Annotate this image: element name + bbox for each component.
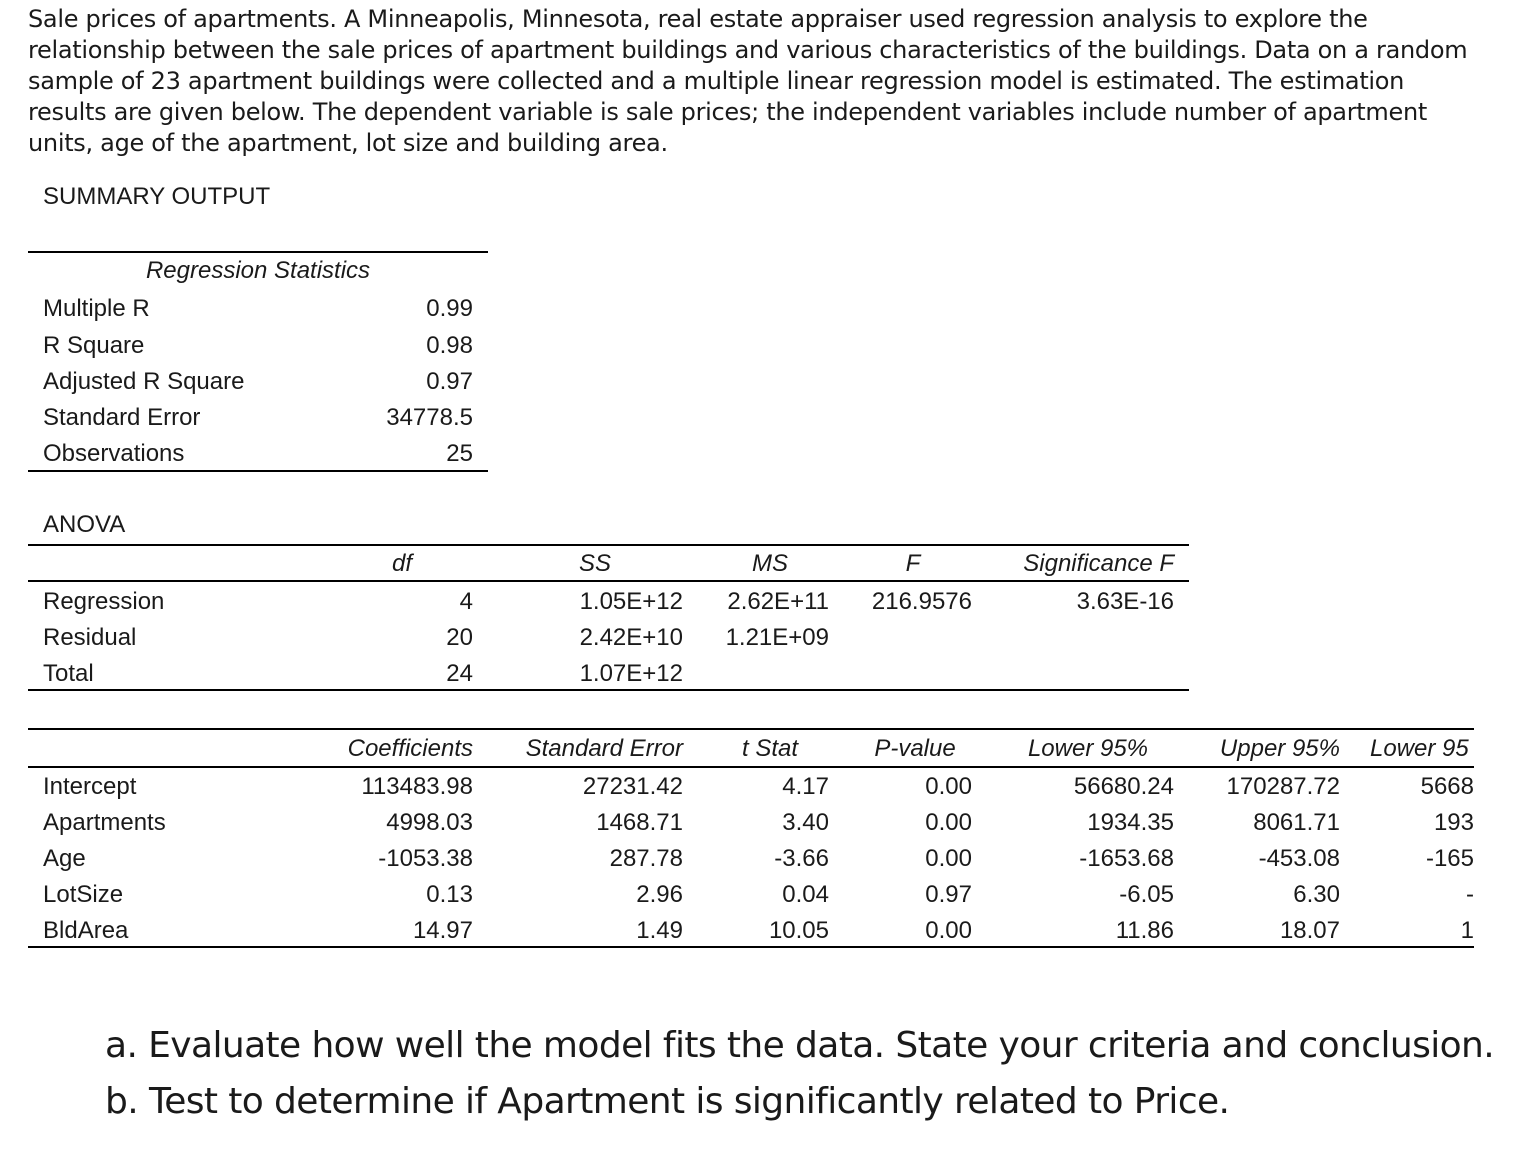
table-rule [28, 728, 1474, 730]
coef-value: 4.17 [782, 773, 829, 800]
stat-value: 25 [446, 440, 473, 467]
coef-value: 4998.03 [386, 809, 473, 836]
coef-value: 6.30 [1293, 881, 1340, 908]
coef-value: 56680.24 [1073, 773, 1174, 800]
anova-value: 4 [459, 588, 473, 615]
coef-row-label: Age [43, 845, 86, 872]
anova-value: 216.9576 [871, 588, 972, 615]
anova-header: Significance F [1023, 550, 1174, 577]
stat-label: Standard Error [43, 404, 201, 431]
coef-row-label: LotSize [43, 881, 124, 908]
table-rule [28, 946, 1474, 948]
coef-value: 170287.72 [1226, 773, 1340, 800]
regstats-header: Regression Statistics [145, 257, 371, 284]
coef-value: 0.00 [925, 917, 972, 944]
anova-value: 3.63E-16 [1076, 588, 1174, 615]
coef-header: Coefficients [347, 735, 473, 762]
table-rule [28, 766, 1474, 768]
stat-value: 0.97 [426, 368, 473, 395]
coef-header: Lower 95 [1370, 735, 1469, 762]
coef-value: 1468.71 [596, 809, 683, 836]
question-b: b. Test to determine if Apartment is sig… [105, 1081, 1230, 1122]
coef-row-label: Apartments [43, 809, 166, 836]
anova-value: 1.05E+12 [579, 588, 683, 615]
stat-label: R Square [43, 332, 145, 359]
table-rule [28, 544, 1189, 546]
coef-header: P-value [874, 735, 956, 762]
coef-value: 0.97 [925, 881, 972, 908]
coef-value: -165 [1425, 845, 1474, 872]
stat-label: Observations [43, 440, 185, 467]
coef-value: - [1466, 881, 1474, 908]
coef-value: 0.00 [925, 845, 972, 872]
coef-value: 18.07 [1279, 917, 1340, 944]
anova-value: 1.21E+09 [725, 624, 829, 651]
table-rule [28, 689, 1189, 691]
coef-value: 0.04 [782, 881, 829, 908]
coef-header: Upper 95% [1219, 735, 1340, 762]
coef-value: 8061.71 [1253, 809, 1340, 836]
coef-value: 11.86 [1115, 917, 1174, 944]
coef-value: -1053.38 [378, 845, 473, 872]
anova-value: 20 [446, 624, 473, 651]
coef-value: 1934.35 [1087, 809, 1174, 836]
coef-value: 1 [1460, 917, 1474, 944]
stat-value: 0.99 [426, 295, 473, 322]
coef-row-label: BldArea [43, 917, 129, 944]
anova-title: ANOVA [43, 511, 126, 538]
coef-value: -1653.68 [1079, 845, 1174, 872]
anova-header: MS [752, 550, 788, 577]
coef-value: -453.08 [1258, 845, 1340, 872]
coef-value: 3.40 [782, 809, 829, 836]
coef-header: t Stat [741, 735, 799, 762]
table-rule [28, 470, 488, 472]
table-rule [28, 580, 1189, 582]
anova-row-label: Regression [43, 588, 165, 615]
coef-value: 5668 [1420, 773, 1474, 800]
stat-value: 0.98 [426, 332, 473, 359]
anova-header: F [905, 550, 921, 577]
anova-value: 2.62E+11 [727, 588, 829, 615]
coef-value: 0.00 [925, 773, 972, 800]
anova-value: 1.07E+12 [579, 660, 683, 687]
coef-value: -6.05 [1119, 881, 1174, 908]
coef-value: 287.78 [609, 845, 683, 872]
anova-value: 2.42E+10 [579, 624, 683, 651]
coef-value: 193 [1433, 809, 1474, 836]
stat-label: Multiple R [43, 295, 150, 322]
coef-row-label: Intercept [43, 773, 137, 800]
coef-value: 0.00 [925, 809, 972, 836]
stat-label: Adjusted R Square [43, 368, 245, 395]
anova-value: 24 [446, 660, 473, 687]
coef-value: 27231.42 [582, 773, 683, 800]
coef-value: 2.96 [636, 881, 683, 908]
coef-header: Standard Error [525, 735, 683, 762]
table-rule [28, 251, 488, 253]
anova-row-label: Total [43, 660, 94, 687]
coef-value: 113483.98 [361, 773, 473, 800]
coef-value: -3.66 [774, 845, 829, 872]
problem-intro: Sale prices of apartments. A Minneapolis… [28, 5, 1468, 157]
summary-title: SUMMARY OUTPUT [43, 183, 271, 210]
anova-header: df [391, 550, 412, 577]
coef-value: 14.97 [412, 917, 473, 944]
coef-value: 10.05 [768, 917, 829, 944]
anova-row-label: Residual [43, 624, 137, 651]
question-a: a. Evaluate how well the model fits the … [105, 1025, 1495, 1066]
coef-value: 1.49 [636, 917, 683, 944]
coef-header: Lower 95% [1027, 735, 1149, 762]
stat-value: 34778.5 [386, 404, 473, 431]
coef-value: 0.13 [426, 881, 473, 908]
anova-header: SS [578, 550, 611, 577]
